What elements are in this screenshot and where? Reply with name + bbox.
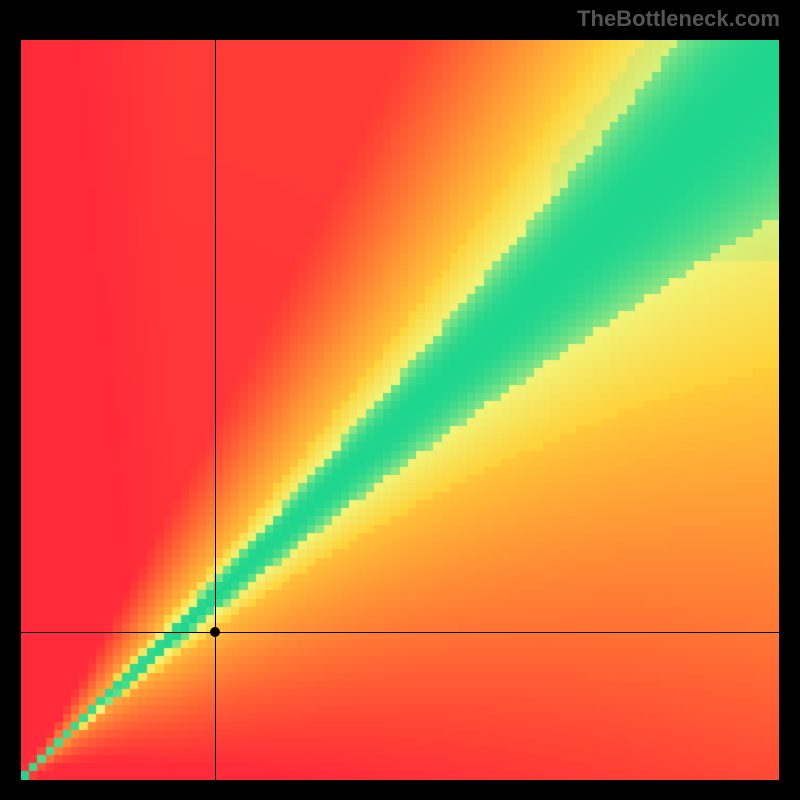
crosshair-marker [210, 627, 220, 637]
crosshair-horizontal [21, 632, 779, 633]
watermark-text: TheBottleneck.com [577, 6, 780, 32]
chart-container: TheBottleneck.com [0, 0, 800, 800]
crosshair-vertical [215, 40, 216, 780]
heatmap-canvas [21, 40, 779, 780]
plot-area [21, 40, 779, 780]
